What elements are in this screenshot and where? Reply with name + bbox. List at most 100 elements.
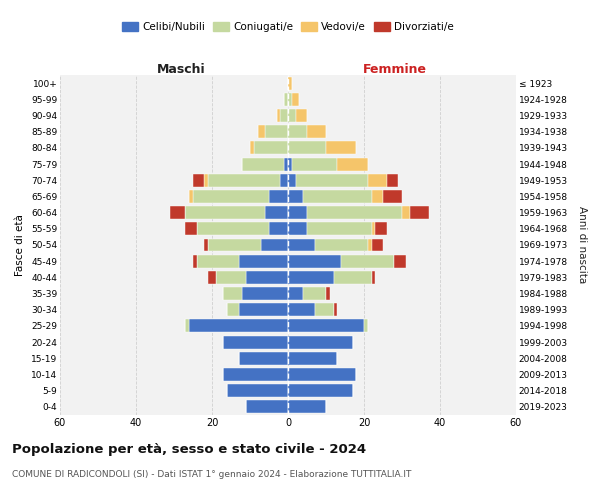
Bar bbox=[208, 174, 280, 186]
Bar bbox=[303, 190, 371, 203]
Bar bbox=[193, 190, 269, 203]
Bar bbox=[170, 206, 185, 219]
Bar bbox=[341, 254, 394, 268]
Bar bbox=[288, 384, 353, 397]
Bar bbox=[269, 190, 288, 203]
Bar bbox=[208, 238, 262, 252]
Bar bbox=[185, 320, 189, 332]
Bar bbox=[185, 206, 265, 219]
Bar bbox=[288, 336, 353, 348]
Bar bbox=[242, 158, 284, 170]
Bar bbox=[193, 254, 197, 268]
Bar bbox=[288, 190, 303, 203]
Y-axis label: Anni di nascita: Anni di nascita bbox=[577, 206, 587, 284]
Bar bbox=[288, 320, 364, 332]
Bar bbox=[246, 400, 288, 413]
Bar bbox=[265, 206, 288, 219]
Bar bbox=[314, 238, 368, 252]
Bar bbox=[371, 190, 383, 203]
Bar bbox=[189, 190, 193, 203]
Bar bbox=[223, 287, 242, 300]
Bar bbox=[288, 222, 307, 235]
Bar bbox=[402, 206, 410, 219]
Bar bbox=[307, 222, 371, 235]
Bar bbox=[371, 238, 383, 252]
Bar bbox=[314, 304, 334, 316]
Bar bbox=[288, 304, 314, 316]
Bar bbox=[197, 222, 269, 235]
Bar bbox=[277, 109, 280, 122]
Bar bbox=[410, 206, 428, 219]
Bar bbox=[193, 174, 205, 186]
Bar bbox=[288, 352, 337, 365]
Bar bbox=[288, 287, 303, 300]
Bar bbox=[239, 254, 288, 268]
Bar bbox=[288, 142, 326, 154]
Bar bbox=[205, 238, 208, 252]
Bar bbox=[307, 206, 402, 219]
Bar bbox=[197, 254, 239, 268]
Bar bbox=[288, 238, 314, 252]
Bar bbox=[288, 400, 326, 413]
Bar bbox=[288, 125, 307, 138]
Bar bbox=[288, 206, 307, 219]
Bar bbox=[288, 271, 334, 284]
Bar bbox=[239, 352, 288, 365]
Bar bbox=[364, 320, 368, 332]
Bar bbox=[254, 142, 288, 154]
Bar bbox=[296, 174, 368, 186]
Bar bbox=[383, 190, 402, 203]
Bar bbox=[288, 174, 296, 186]
Bar bbox=[223, 336, 288, 348]
Bar bbox=[250, 142, 254, 154]
Bar bbox=[288, 368, 356, 381]
Bar bbox=[257, 125, 265, 138]
Bar bbox=[368, 238, 371, 252]
Bar bbox=[371, 222, 376, 235]
Bar bbox=[296, 109, 307, 122]
Bar bbox=[280, 174, 288, 186]
Bar bbox=[205, 174, 208, 186]
Bar bbox=[288, 76, 292, 90]
Bar bbox=[303, 287, 326, 300]
Bar bbox=[326, 287, 330, 300]
Bar bbox=[337, 158, 368, 170]
Bar bbox=[288, 158, 292, 170]
Bar bbox=[288, 93, 292, 106]
Y-axis label: Fasce di età: Fasce di età bbox=[16, 214, 25, 276]
Bar bbox=[265, 125, 288, 138]
Bar bbox=[284, 158, 288, 170]
Bar bbox=[189, 320, 288, 332]
Text: Maschi: Maschi bbox=[157, 63, 206, 76]
Bar bbox=[239, 304, 288, 316]
Bar bbox=[307, 125, 326, 138]
Bar bbox=[227, 384, 288, 397]
Bar bbox=[292, 93, 299, 106]
Text: Popolazione per età, sesso e stato civile - 2024: Popolazione per età, sesso e stato civil… bbox=[12, 442, 366, 456]
Bar bbox=[242, 287, 288, 300]
Bar bbox=[368, 174, 387, 186]
Bar bbox=[288, 109, 296, 122]
Bar bbox=[288, 254, 341, 268]
Bar bbox=[334, 304, 337, 316]
Bar bbox=[292, 158, 337, 170]
Bar bbox=[208, 271, 216, 284]
Bar bbox=[284, 93, 288, 106]
Bar bbox=[216, 271, 246, 284]
Bar bbox=[371, 271, 376, 284]
Text: COMUNE DI RADICONDOLI (SI) - Dati ISTAT 1° gennaio 2024 - Elaborazione TUTTITALI: COMUNE DI RADICONDOLI (SI) - Dati ISTAT … bbox=[12, 470, 412, 479]
Bar bbox=[334, 271, 371, 284]
Bar bbox=[326, 142, 356, 154]
Bar bbox=[227, 304, 239, 316]
Bar bbox=[376, 222, 387, 235]
Legend: Celibi/Nubili, Coniugati/e, Vedovi/e, Divorziati/e: Celibi/Nubili, Coniugati/e, Vedovi/e, Di… bbox=[118, 18, 458, 36]
Bar bbox=[246, 271, 288, 284]
Bar bbox=[280, 109, 288, 122]
Text: Femmine: Femmine bbox=[362, 63, 427, 76]
Bar bbox=[262, 238, 288, 252]
Bar bbox=[387, 174, 398, 186]
Bar bbox=[394, 254, 406, 268]
Bar bbox=[185, 222, 197, 235]
Bar bbox=[269, 222, 288, 235]
Bar bbox=[223, 368, 288, 381]
